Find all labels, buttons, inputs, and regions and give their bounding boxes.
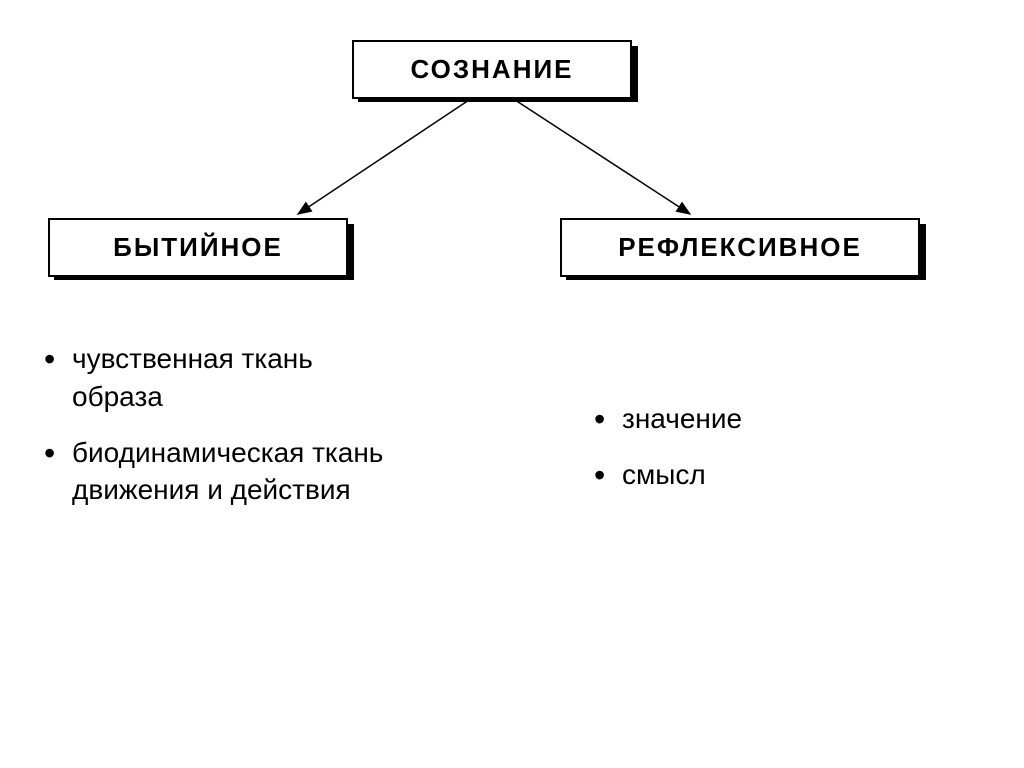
left-node: БЫТИЙНОЕ bbox=[48, 218, 348, 277]
left-bullet-list: чувственная ткань образа биодинамическая… bbox=[44, 340, 404, 527]
bullet-text: биодинамическая ткань движения и действи… bbox=[72, 437, 383, 506]
root-node: СОЗНАНИЕ bbox=[352, 40, 632, 99]
right-bullet-list: значение смысл bbox=[594, 400, 914, 512]
consciousness-diagram: СОЗНАНИЕ БЫТИЙНОЕ РЕФЛЕКСИВНОЕ чувственн… bbox=[0, 0, 1024, 768]
list-item: значение bbox=[594, 400, 914, 438]
bullet-text: значение bbox=[622, 403, 742, 434]
left-label: БЫТИЙНОЕ bbox=[113, 232, 283, 262]
root-label: СОЗНАНИЕ bbox=[411, 54, 574, 84]
edge-right bbox=[512, 98, 690, 214]
list-item: смысл bbox=[594, 456, 914, 494]
bullet-text: смысл bbox=[622, 459, 706, 490]
right-node: РЕФЛЕКСИВНОЕ bbox=[560, 218, 920, 277]
list-item: биодинамическая ткань движения и действи… bbox=[44, 434, 404, 510]
bullet-text: чувственная ткань образа bbox=[72, 343, 313, 412]
right-label: РЕФЛЕКСИВНОЕ bbox=[618, 232, 862, 262]
list-item: чувственная ткань образа bbox=[44, 340, 404, 416]
edge-left bbox=[298, 98, 472, 214]
